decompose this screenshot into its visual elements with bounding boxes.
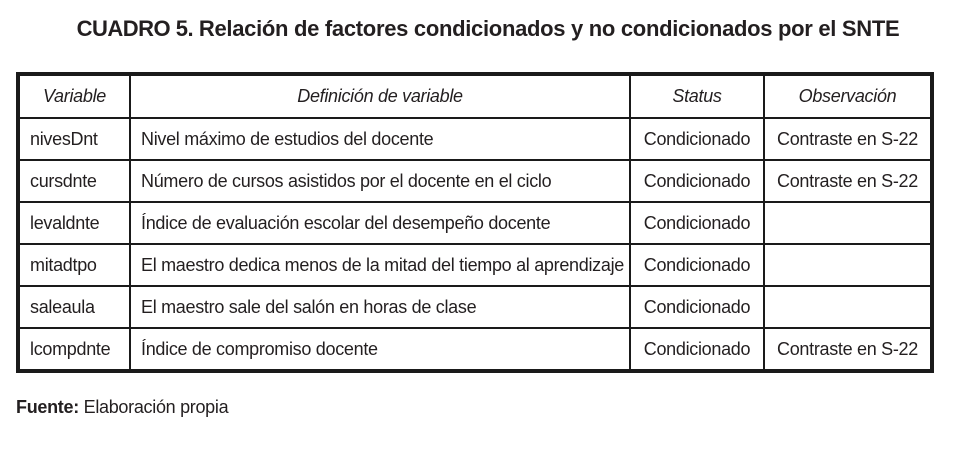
cell-variable: lcompdnte — [17, 327, 131, 373]
cell-status: Condicionado — [629, 201, 765, 246]
col-header-variable: Variable — [17, 73, 131, 120]
source-note: Fuente: Elaboración propia — [16, 397, 976, 418]
cell-variable: levaldnte — [17, 201, 131, 246]
cell-variable: mitadtpo — [17, 243, 131, 288]
source-note-text: Elaboración propia — [78, 397, 229, 418]
cell-observacion: Contraste en S-22 — [763, 327, 933, 373]
cell-variable: cursdnte — [17, 159, 131, 204]
table-row: nivesDnt Nivel máximo de estudios del do… — [17, 117, 933, 162]
cell-definicion: Índice de evaluación escolar del desempe… — [129, 201, 631, 246]
cell-definicion: Número de cursos asistidos por el docent… — [129, 159, 631, 204]
cell-variable: nivesDnt — [17, 117, 131, 162]
cell-observacion — [763, 285, 933, 330]
source-note-label: Fuente: — [16, 397, 79, 418]
header-row: Variable Definición de variable Status O… — [17, 73, 933, 120]
cell-definicion: Nivel máximo de estudios del docente — [129, 117, 631, 162]
table-row: lcompdnte Índice de compromiso docente C… — [17, 327, 933, 373]
cell-status: Condicionado — [629, 117, 765, 162]
table-caption: CUADRO 5. Relación de factores condicion… — [0, 16, 976, 42]
factores-table: Variable Definición de variable Status O… — [16, 72, 934, 374]
table-row: levaldnte Índice de evaluación escolar d… — [17, 201, 933, 246]
table-row: mitadtpo El maestro dedica menos de la m… — [17, 243, 933, 288]
table-body: nivesDnt Nivel máximo de estudios del do… — [17, 117, 933, 373]
cell-status: Condicionado — [629, 285, 765, 330]
cell-definicion: El maestro sale del salón en horas de cl… — [129, 285, 631, 330]
cell-definicion: El maestro dedica menos de la mitad del … — [129, 243, 631, 288]
col-header-definicion: Definición de variable — [129, 73, 631, 120]
table-row: cursdnte Número de cursos asistidos por … — [17, 159, 933, 204]
table-caption-text: Relación de factores condicionados y no … — [193, 16, 900, 41]
cell-variable: saleaula — [17, 285, 131, 330]
col-header-status: Status — [629, 73, 765, 120]
cell-status: Condicionado — [629, 243, 765, 288]
cell-observacion — [763, 243, 933, 288]
cell-status: Condicionado — [629, 159, 765, 204]
cell-observacion: Contraste en S-22 — [763, 117, 933, 162]
cell-status: Condicionado — [629, 327, 765, 373]
cell-observacion: Contraste en S-22 — [763, 159, 933, 204]
col-header-observacion: Observación — [763, 73, 933, 120]
cell-definicion: Índice de compromiso docente — [129, 327, 631, 373]
table-caption-label: CUADRO 5. — [76, 16, 194, 41]
table-row: saleaula El maestro sale del salón en ho… — [17, 285, 933, 330]
cell-observacion — [763, 201, 933, 246]
